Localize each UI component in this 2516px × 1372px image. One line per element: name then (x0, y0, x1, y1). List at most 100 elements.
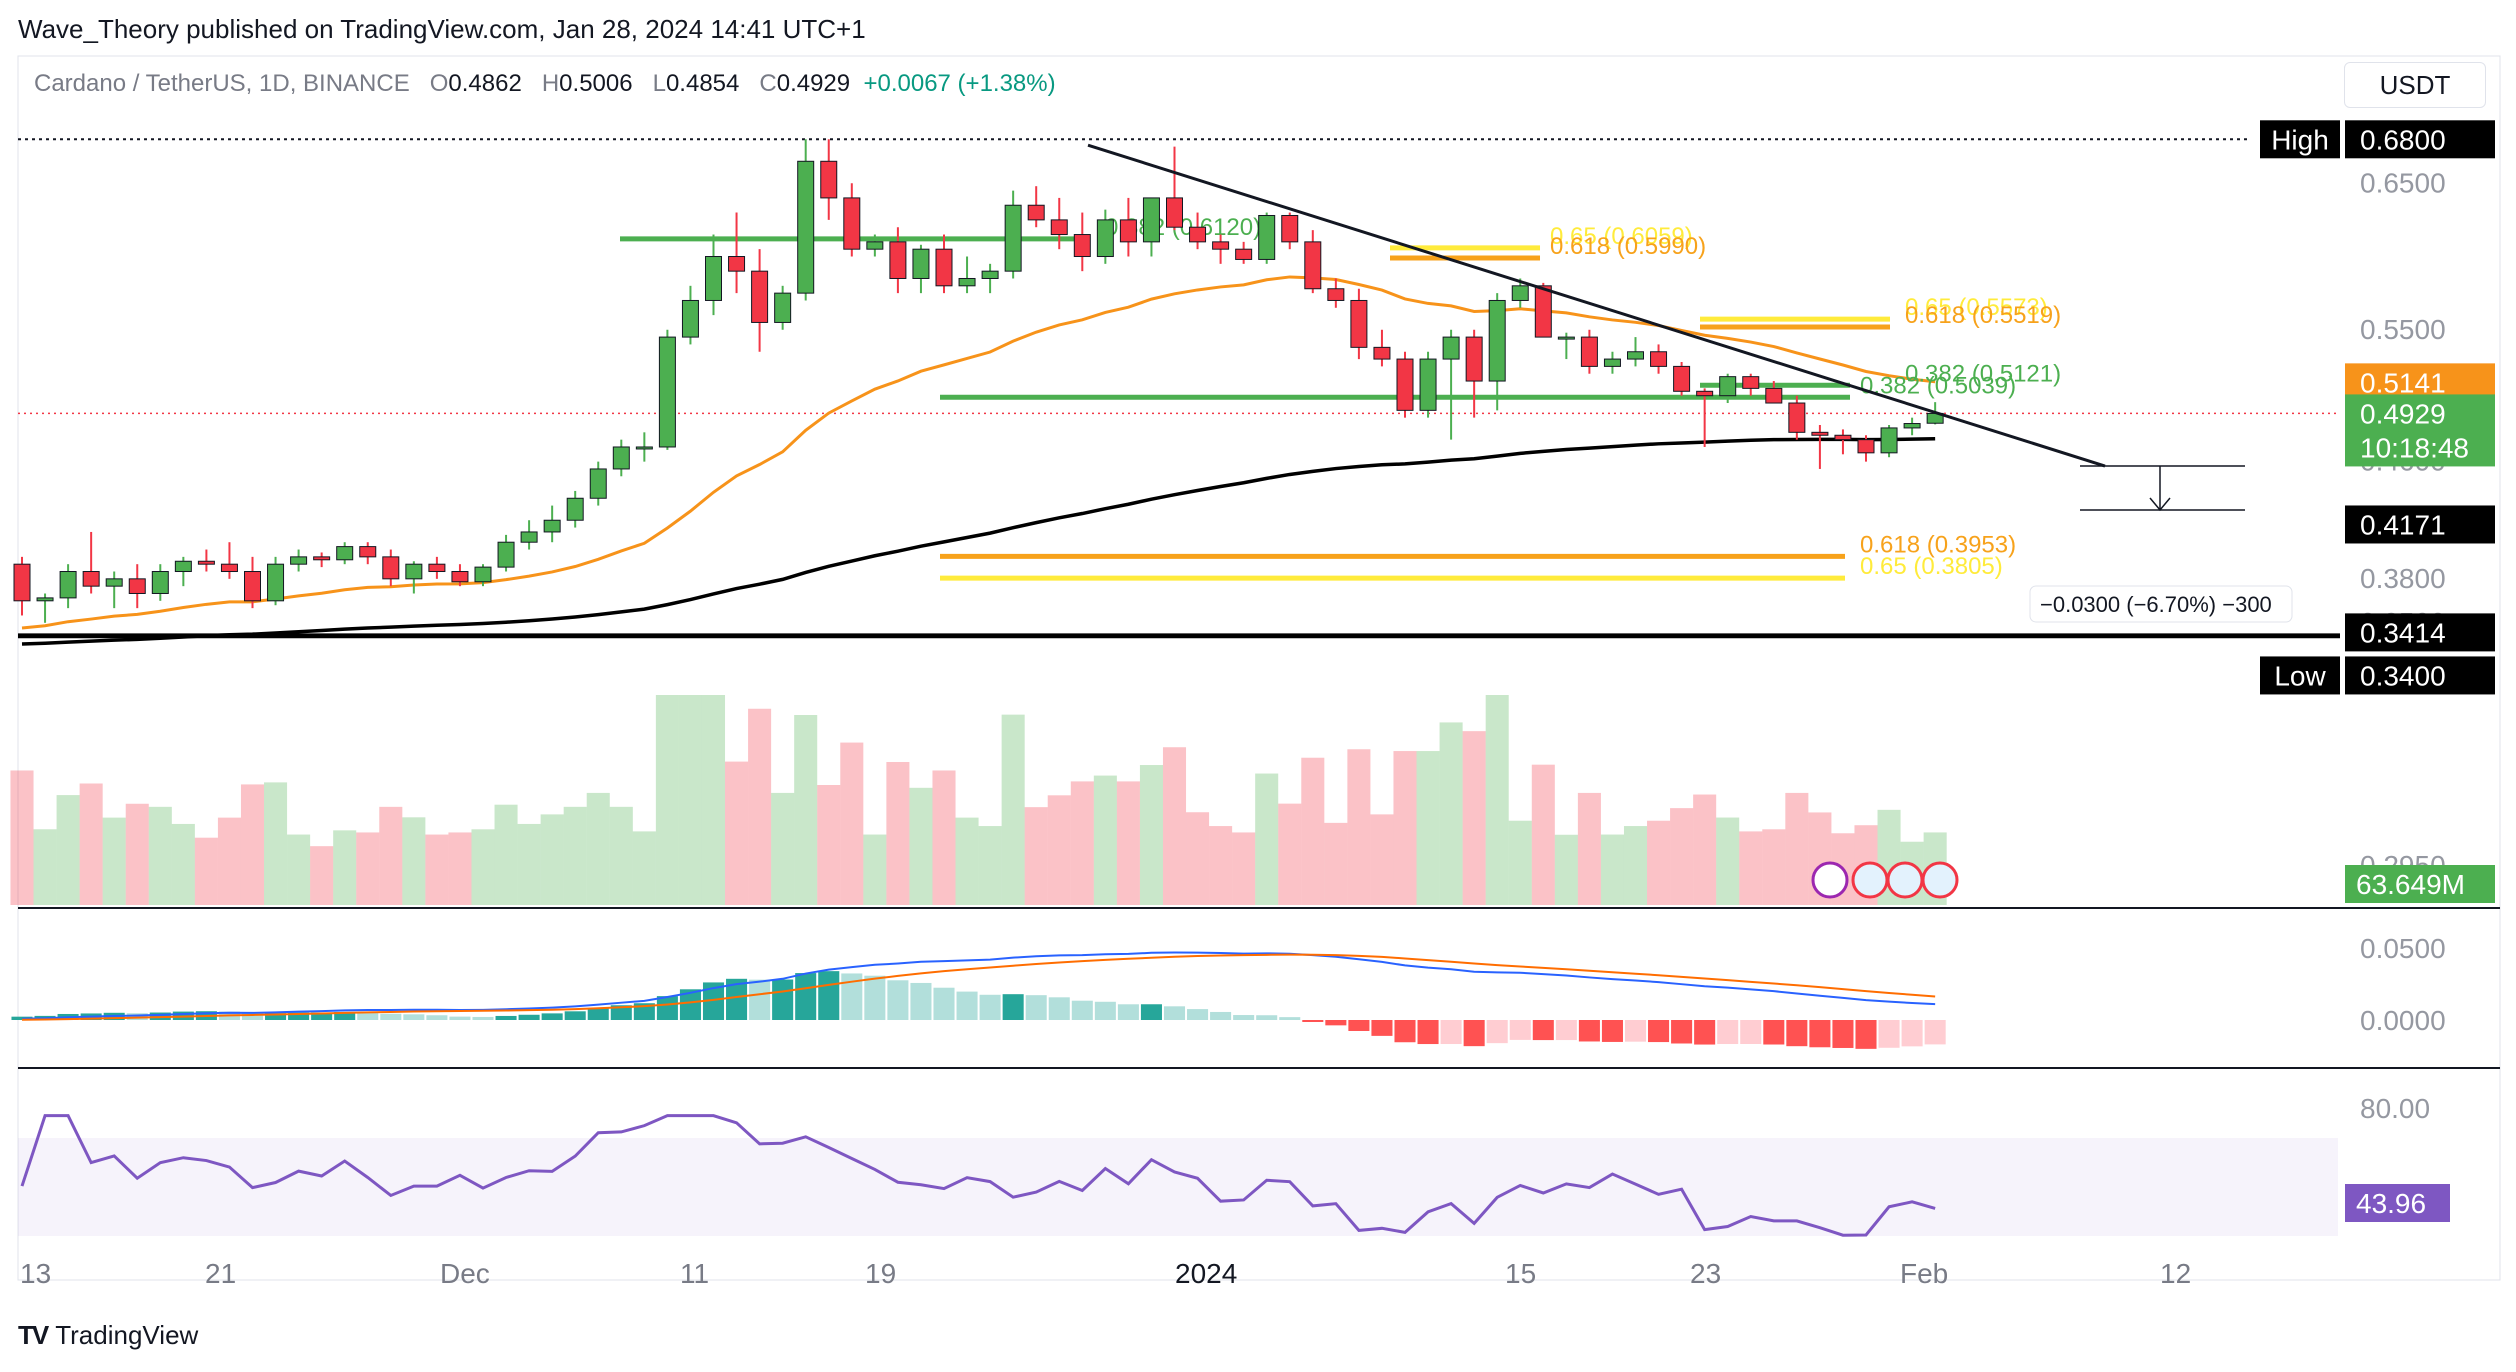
candle-body (290, 556, 308, 565)
price-label-value: 0.5141 (2360, 367, 2446, 398)
macd-histogram-bar (1417, 1020, 1439, 1045)
candle-body (1557, 336, 1575, 340)
candle-body (774, 292, 792, 323)
candle-body (82, 571, 100, 587)
candle-body (1488, 299, 1506, 382)
fib-level-label: 0.618 (0.5990) (1550, 233, 1706, 260)
volume-bar (517, 823, 541, 905)
low-value: 0.4854 (665, 70, 740, 97)
high-value: 0.5006 (559, 70, 633, 97)
macd-histogram-bar (1440, 1020, 1462, 1045)
price-label-tag-box (2260, 656, 2340, 695)
macd-histogram-bar (1694, 1020, 1716, 1045)
price-label-value: 0.6800 (2360, 124, 2446, 155)
volume-bar (1370, 814, 1394, 905)
candle-body (336, 546, 354, 561)
macd-histogram-bar (426, 1015, 448, 1020)
candle-body (912, 248, 930, 279)
volume-label-box (2345, 865, 2495, 903)
macd-histogram-bar (1048, 997, 1070, 1020)
candle-body (1719, 376, 1737, 397)
macd-histogram-bar (1601, 1020, 1623, 1042)
candle-body (174, 560, 192, 573)
tradingview-mark-icon: TV (18, 1320, 49, 1350)
open-label: O (429, 70, 449, 97)
volume-bar (310, 846, 334, 905)
macd-histogram-bar (587, 1008, 609, 1020)
measure-label: −0.0300 (−6.70%) −300 (2040, 592, 2272, 617)
candle-body (1396, 358, 1414, 411)
macd-histogram-bar (1140, 1004, 1162, 1020)
price-label-tag: Low (2274, 660, 2326, 691)
macd-histogram-bar (449, 1016, 471, 1020)
macd-histogram-bar (610, 1005, 632, 1020)
volume-bar (1439, 722, 1463, 905)
candle-body (451, 571, 469, 583)
macd-histogram-bar (1763, 1020, 1785, 1045)
macd-histogram-bar (1509, 1020, 1531, 1040)
volume-bar (1001, 714, 1025, 905)
candle-body (1742, 376, 1760, 389)
macd-histogram-bar (1279, 1017, 1301, 1020)
candle-body (428, 563, 446, 573)
candle-body (1304, 241, 1322, 290)
candle-body (1419, 358, 1437, 411)
volume-bar (171, 823, 195, 905)
macd-histogram-bar (1163, 1006, 1186, 1020)
candle-body (543, 519, 561, 533)
macd-histogram-bar (1071, 1000, 1093, 1020)
volume-bar (632, 831, 656, 905)
low-label: L (652, 70, 666, 97)
volume-bar (1232, 832, 1256, 905)
macd-histogram-bar (1463, 1020, 1485, 1047)
macd-histogram-bar (1210, 1011, 1232, 1020)
volume-bar (1162, 747, 1187, 905)
volume-bar (771, 792, 795, 905)
change-value: +0.0067 (+1.38%) (863, 70, 1056, 97)
volume-bar (1531, 764, 1555, 905)
volume-bar (748, 708, 772, 905)
macd-histogram-bar (241, 1013, 264, 1020)
candle-body (1903, 423, 1921, 429)
macd-histogram-bar (1394, 1020, 1416, 1043)
candle-body (359, 546, 377, 558)
candle-body (474, 566, 492, 583)
fib-level-label: 0.618 (0.5519) (1905, 302, 2061, 329)
volume-bar (563, 806, 587, 905)
volume-bar (148, 806, 172, 905)
candle-body (1627, 351, 1644, 360)
volume-bar (1301, 757, 1325, 905)
candle-body (497, 541, 515, 568)
macd-histogram-bar (933, 987, 955, 1020)
candle-body (1603, 358, 1621, 367)
currency-button[interactable]: USDT (2344, 62, 2486, 108)
rsi-axis-tick: 80.00 (2360, 1093, 2430, 1124)
macd-histogram-bar (265, 1013, 287, 1020)
time-axis-tick: 19 (865, 1258, 896, 1289)
macd-histogram-bar (1648, 1020, 1670, 1043)
trend-line (1087, 143, 2106, 468)
macd-histogram-bar (1025, 995, 1047, 1020)
macd-line (21, 951, 1936, 1020)
volume-bar (540, 814, 564, 905)
volume-bar (448, 832, 472, 905)
candle-body (197, 560, 215, 565)
candle-body (382, 556, 400, 580)
macd-histogram-bar (1740, 1020, 1762, 1045)
macd-histogram-bar (1325, 1020, 1347, 1026)
macd-histogram-bar (1786, 1020, 1808, 1047)
volume-bar (379, 806, 403, 905)
ema50-line (21, 275, 1936, 630)
volume-bar (10, 770, 34, 905)
time-axis-tick: 2024 (1175, 1258, 1237, 1289)
macd-histogram-bar (1187, 1009, 1209, 1020)
macd-histogram-bar (495, 1015, 517, 1020)
macd-histogram-bar (818, 971, 840, 1020)
us-flag-icon (1886, 861, 1924, 899)
volume-bar (794, 715, 818, 905)
volume-bar (1093, 775, 1117, 905)
macd-histogram-bar (633, 1003, 655, 1020)
close-label: C (759, 70, 777, 97)
macd-histogram-bar (656, 996, 678, 1020)
